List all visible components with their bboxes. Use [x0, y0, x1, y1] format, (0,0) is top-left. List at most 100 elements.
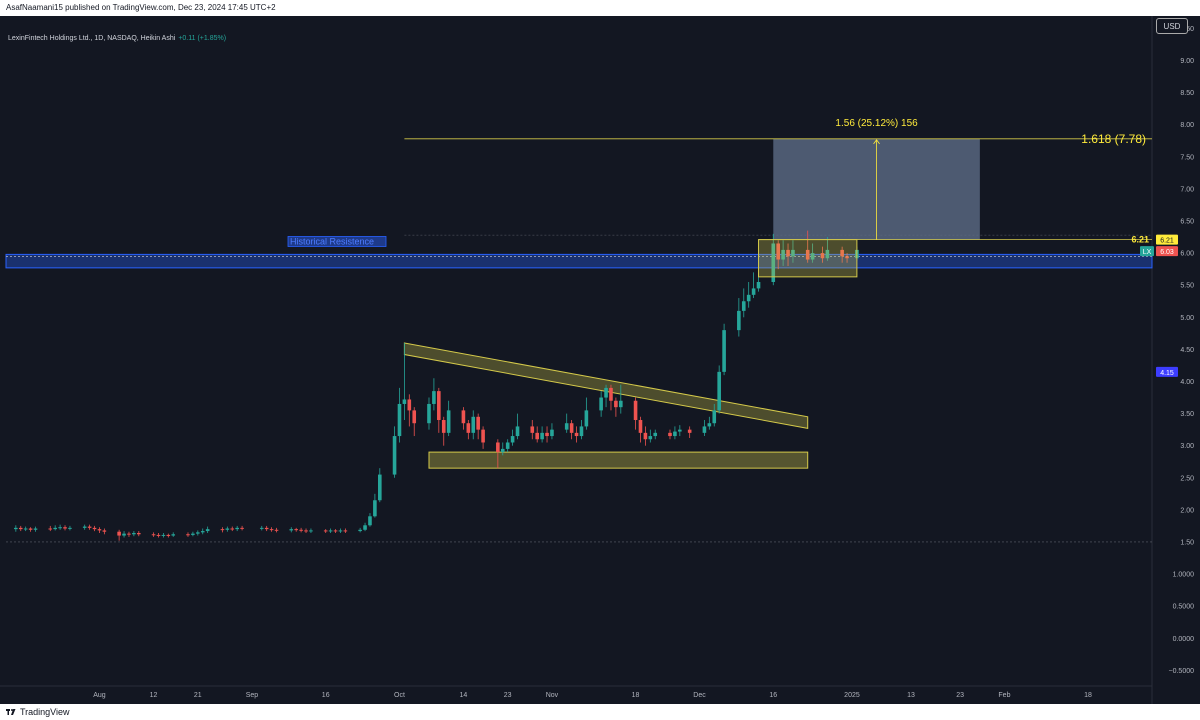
candle-body [132, 532, 136, 535]
candle-body [407, 399, 412, 411]
symbol-title: LexinFintech Holdings Ltd., 1D, NASDAQ, … [8, 35, 176, 42]
price-tag-box [1156, 366, 1178, 377]
price-tick-label: 7.00 [1180, 186, 1194, 193]
candle-body [333, 530, 338, 532]
price-tick-label: 6.00 [1180, 251, 1194, 258]
candle-body [166, 534, 171, 536]
candle-body [614, 400, 618, 408]
candle-body [358, 529, 362, 532]
breakout-level-label: 6.21 [1131, 235, 1149, 245]
time-tick-label: 18 [1084, 692, 1092, 699]
candle-body [363, 525, 367, 530]
time-tick-label: 14 [460, 692, 468, 699]
candle-body [825, 249, 830, 259]
time-tick-label: Sep [246, 692, 259, 699]
candle-body [117, 531, 121, 536]
time-axis: Aug 12 21 Sep 16 Oct 14 23 Nov 18 Dec 16 2025 13 23 Feb… [93, 692, 1092, 699]
candle-body [309, 530, 313, 532]
chart-area[interactable]: Historical Resistence 6.21 1.618 (7.78) 1.… [0, 16, 1200, 704]
candle-body [791, 249, 795, 257]
measure-arrow-head [873, 139, 880, 145]
candle-body [294, 529, 298, 531]
time-tick-label: 23 [504, 692, 512, 699]
time-tick-label: Aug [93, 692, 106, 699]
symbol-legend: LexinFintech Holdings Ltd., 1D, NASDAQ, … [8, 35, 226, 42]
triangle-base-support-zone [428, 451, 809, 469]
publish-header: AsafNaamani15 published on TradingView.c… [0, 0, 1200, 16]
candle-body [437, 391, 441, 421]
candle-body [289, 529, 294, 531]
grid-lines [0, 16, 1153, 704]
price-tag-box [1156, 246, 1178, 257]
candle-body [446, 410, 451, 433]
price-tick-label: −0.5000 [1169, 668, 1195, 675]
price-tick-label: 5.00 [1180, 315, 1194, 322]
price-tick-label: 0.5000 [1173, 604, 1195, 611]
price-tick-label: 1.0000 [1173, 572, 1195, 579]
candle-body [299, 529, 303, 531]
candle-body [127, 533, 131, 535]
candle-body [87, 526, 92, 528]
candle-body [781, 249, 785, 260]
candle-body [840, 249, 844, 257]
candle-body [466, 423, 471, 433]
price-tick-label: 4.50 [1180, 347, 1194, 354]
price-tick-label: 3.00 [1180, 443, 1194, 450]
candle-body [328, 530, 333, 532]
candle-body [48, 528, 53, 530]
candle-body [550, 429, 554, 437]
candle-body [540, 432, 544, 440]
price-tag-label: 6.21 [1160, 238, 1174, 245]
price-change: +0.11 (+1.85%) [178, 35, 227, 42]
candles-layer [14, 230, 859, 541]
price-tick-label: 4.00 [1180, 379, 1194, 386]
candle-body [619, 400, 623, 408]
candle-body [574, 432, 579, 437]
price-tick-label: 8.00 [1180, 122, 1194, 129]
time-tick-label: 16 [322, 692, 330, 699]
candle-body [58, 527, 62, 529]
candle-body [579, 426, 584, 437]
candle-body [461, 410, 466, 424]
candle-body [122, 533, 126, 536]
candle-body [14, 527, 18, 530]
candle-body [515, 426, 520, 437]
candle-body [402, 399, 407, 404]
candle-body [510, 436, 515, 443]
price-tick-label: 7.50 [1180, 154, 1194, 161]
historical-resistance-label-box [287, 236, 387, 247]
footer-brand: TradingView [20, 707, 70, 717]
candlestick-chart[interactable]: Historical Resistence 6.21 1.618 (7.78) 1.… [0, 16, 1200, 704]
candle-body [200, 531, 205, 533]
candle-body [323, 530, 328, 532]
candle-body [668, 432, 672, 437]
candle-body [63, 527, 67, 529]
candle-body [845, 256, 849, 259]
currency-button[interactable]: USD [1156, 18, 1188, 34]
candle-body [171, 534, 176, 536]
price-tag-label: 4.15 [1160, 370, 1174, 377]
tradingview-logo-icon [6, 709, 16, 715]
candle-body [786, 249, 790, 257]
candle-body [737, 310, 741, 331]
candle-body [569, 423, 574, 433]
candle-body [368, 516, 372, 526]
candle-body [23, 528, 28, 530]
annotation-layer-front: 6.21 1.618 (7.78) 1.56 (25.12%) 156 [404, 118, 1152, 278]
time-tick-label: 13 [907, 692, 915, 699]
candle-body [392, 436, 397, 475]
candle-body [702, 426, 707, 433]
candle-body [378, 474, 382, 501]
candle-body [687, 429, 692, 433]
candle-body [304, 530, 308, 532]
candle-body [441, 420, 446, 433]
candle-body [604, 387, 608, 398]
candle-body [102, 530, 107, 532]
annotation-layer-back: Historical Resistence [5, 138, 1153, 543]
fib-target-label: 1.618 (7.78) [1081, 132, 1146, 146]
price-tick-label: 5.50 [1180, 283, 1194, 290]
candle-body [530, 426, 535, 433]
candle-body [432, 391, 436, 404]
candle-body [599, 397, 603, 411]
price-tick-label: 2.50 [1180, 475, 1194, 482]
